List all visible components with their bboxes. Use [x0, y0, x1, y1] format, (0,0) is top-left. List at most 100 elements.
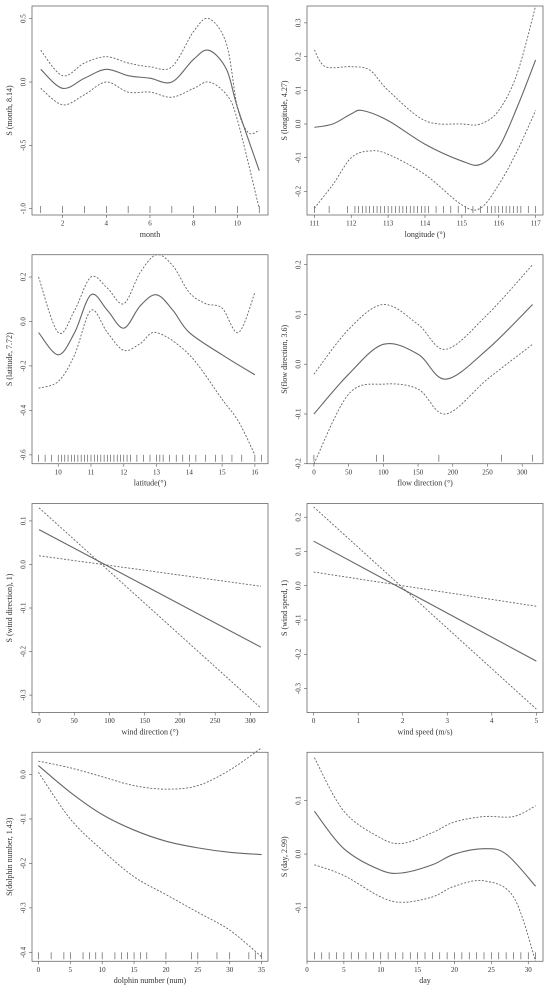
x-tick-label: 50 — [345, 468, 353, 476]
x-tick-label: 8 — [192, 220, 196, 228]
smooth-fit — [313, 810, 537, 887]
y-tick-label: 0.2 — [295, 52, 303, 61]
confidence-band — [38, 507, 262, 709]
y-tick-label: 0.0 — [20, 770, 28, 779]
y-tick-label: 0.2 — [295, 260, 303, 269]
confidence-band — [38, 747, 262, 790]
y-tick-label: 0.0 — [295, 581, 303, 590]
panel: 111 112 113 114 115 116 117 -0.2 -0.1 0.0 0.1 0.2 0.… — [280, 5, 544, 239]
x-tick-label: 5 — [535, 717, 539, 725]
x-tick-label: 10 — [55, 468, 63, 476]
y-tick-label: 0.0 — [295, 119, 303, 128]
y-tick-label: -0.1 — [20, 602, 28, 614]
x-tick-label: 250 — [210, 717, 221, 725]
x-tick-label: 13 — [153, 468, 161, 476]
x-tick-label: 250 — [482, 468, 493, 476]
y-tick-label: -0.1 — [295, 902, 303, 914]
x-axis-label: wind speed (m/s) — [397, 727, 452, 736]
x-tick-label: 200 — [448, 468, 459, 476]
x-tick-label: 6 — [148, 220, 152, 228]
x-tick-label: 5 — [69, 966, 73, 974]
y-tick-label: -0.2 — [295, 648, 303, 660]
x-tick-label: 25 — [488, 966, 496, 974]
y-tick-label: -0.4 — [20, 946, 28, 958]
y-tick-label: 0.1 — [295, 85, 303, 94]
x-tick-label: 20 — [451, 966, 459, 974]
x-tick-label: 4 — [490, 717, 494, 725]
confidence-band — [313, 343, 533, 464]
x-tick-label: 150 — [139, 717, 150, 725]
smooth-fit — [38, 293, 256, 376]
x-tick-label: 200 — [175, 717, 186, 725]
y-axis-label: S (latitude, 7.72) — [5, 332, 14, 386]
x-tick-label: 14 — [186, 468, 194, 476]
x-tick-label: 113 — [383, 220, 394, 228]
x-axis-label: day — [419, 976, 431, 985]
x-axis-label: longitude (°) — [405, 230, 446, 239]
plot-frame — [31, 751, 269, 962]
y-tick-label: -0.3 — [295, 682, 303, 694]
plot-frame — [31, 5, 269, 216]
x-tick-label: 300 — [517, 468, 528, 476]
confidence-band — [314, 864, 537, 962]
y-axis-label: S (longitude, 4.27) — [280, 80, 289, 140]
y-tick-label: -0.2 — [20, 857, 28, 869]
x-tick-label: 2 — [61, 220, 65, 228]
y-tick-label: -0.1 — [295, 408, 303, 420]
x-tick-label: 3 — [446, 717, 450, 725]
y-tick-label: -0.2 — [20, 360, 28, 372]
x-tick-label: 0 — [305, 966, 309, 974]
y-tick-label: -0.2 — [295, 185, 303, 197]
panel: 0 50 100 150 200 250 300 -0.3 -0.2 -0.1 0.0 0.1 wind… — [5, 503, 269, 736]
x-tick-label: 25 — [194, 966, 202, 974]
x-tick-label: 112 — [346, 220, 357, 228]
y-tick-label: -0.3 — [20, 902, 28, 914]
x-tick-label: 10 — [234, 220, 242, 228]
confidence-band — [313, 757, 536, 845]
confidence-band — [40, 81, 260, 209]
y-tick-label: -0.6 — [20, 449, 28, 461]
plot-frame — [306, 751, 544, 962]
x-tick-label: 150 — [413, 468, 424, 476]
smooth-fit — [38, 529, 262, 648]
smooth-fit — [313, 540, 537, 662]
x-tick-label: 50 — [71, 717, 79, 725]
x-tick-label: 2 — [401, 717, 405, 725]
y-tick-label: 0.0 — [295, 359, 303, 368]
confidence-band — [38, 254, 256, 335]
panel: 0 5 10 15 20 25 30 35 -0.4 -0.3 -0.2 -0.1 0.0 dolphin… — [5, 747, 269, 985]
confidence-band — [38, 309, 256, 456]
x-tick-label: 15 — [131, 966, 139, 974]
x-tick-label: 111 — [309, 220, 319, 228]
x-tick-label: 10 — [377, 966, 385, 974]
smooth-fit — [314, 59, 537, 166]
x-tick-label: 300 — [245, 717, 256, 725]
y-tick-label: 0.2 — [295, 512, 303, 521]
panel: 10 11 12 13 14 15 16 -0.6 -0.4 -0.2 0.0 0.2 latitude… — [5, 254, 269, 488]
x-tick-label: 11 — [88, 468, 95, 476]
confidence-band — [313, 571, 537, 607]
y-tick-label: -0.2 — [20, 646, 28, 658]
x-tick-label: 20 — [162, 966, 170, 974]
x-tick-label: 15 — [414, 966, 422, 974]
x-tick-label: 4 — [105, 220, 109, 228]
confidence-band — [313, 5, 537, 126]
y-tick-label: -0.2 — [295, 458, 303, 470]
y-tick-label: 0.1 — [295, 547, 303, 556]
y-tick-label: 0.0 — [20, 560, 28, 569]
y-tick-label: 0.5 — [20, 14, 28, 23]
x-tick-label: 10 — [99, 966, 107, 974]
y-axis-label: S(flow direction, 3.6) — [280, 324, 289, 393]
plot-frame — [306, 254, 544, 465]
x-axis-label: wind direction (°) — [122, 727, 179, 736]
x-axis-label: flow direction (°) — [397, 479, 453, 488]
plot-frame — [306, 503, 544, 713]
plot-frame — [31, 254, 269, 465]
smooth-fit — [313, 304, 533, 415]
y-tick-label: 0.0 — [295, 849, 303, 858]
plot-frame — [306, 5, 544, 216]
y-axis-label: S(dolphin number, 1.43) — [5, 817, 14, 896]
x-axis-label: month — [140, 230, 160, 239]
smooth-fit — [40, 49, 260, 171]
y-tick-label: -0.3 — [20, 689, 28, 701]
